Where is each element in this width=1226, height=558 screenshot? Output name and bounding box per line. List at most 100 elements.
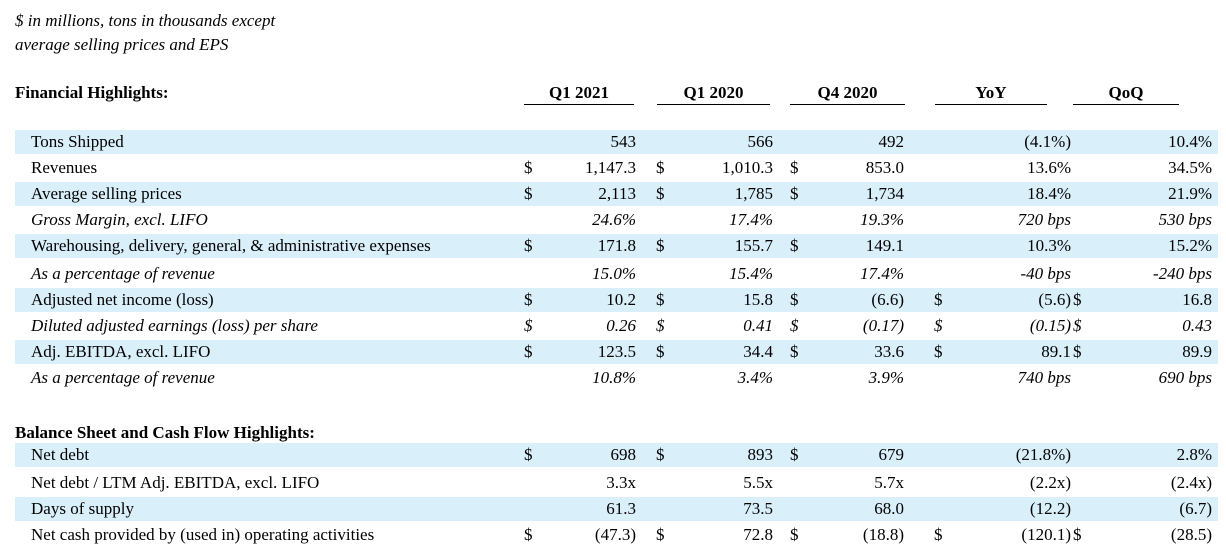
currency-symbol-yoy: $: [934, 342, 943, 361]
value-qoq: (2.4x): [1170, 473, 1212, 492]
units-note-line1: $ in millions, tons in thousands except: [15, 11, 276, 30]
row-label: Net debt: [31, 445, 90, 464]
currency-symbol-qoq: $: [1073, 316, 1082, 335]
row-label: Adj. EBITDA, excl. LIFO: [31, 342, 211, 361]
currency-symbol-q4-2020: $: [790, 445, 799, 464]
value-q1-2020: 1,010.3: [722, 158, 773, 177]
value-q1-2020: 73.5: [743, 499, 773, 518]
row-label: Net cash provided by (used in) operating…: [31, 525, 375, 544]
currency-symbol-q1-2021: $: [524, 184, 533, 203]
currency-symbol-q1-2020: $: [656, 184, 665, 203]
value-yoy: 18.4%: [1027, 184, 1071, 203]
value-q4-2020: 17.4%: [860, 264, 904, 283]
row-label: Warehousing, delivery, general, & admini…: [31, 236, 431, 255]
value-q1-2020: 15.8: [743, 290, 773, 309]
value-yoy: (2.2x): [1029, 473, 1071, 492]
table-row: Warehousing, delivery, general, & admini…: [15, 234, 1218, 258]
col-header-yoy: YoY: [935, 83, 1047, 105]
value-q4-2020: 149.1: [865, 236, 904, 255]
value-qoq: 16.8: [1182, 290, 1212, 309]
col-header-qoq: QoQ: [1073, 83, 1179, 105]
currency-symbol-q1-2021: $: [524, 290, 533, 309]
value-q1-2021: (47.3): [594, 525, 636, 544]
value-yoy: -40 bps: [1020, 264, 1071, 283]
value-yoy: (0.15): [1029, 316, 1071, 335]
value-yoy: 10.3%: [1027, 236, 1071, 255]
value-q1-2021: 3.3x: [606, 473, 636, 492]
value-q4-2020: (6.6): [871, 290, 904, 309]
value-q4-2020: (0.17): [862, 316, 904, 335]
value-qoq: 21.9%: [1168, 184, 1212, 203]
currency-symbol-q4-2020: $: [790, 184, 799, 203]
value-q1-2020: 155.7: [734, 236, 773, 255]
value-yoy: (120.1): [1021, 525, 1071, 544]
value-q4-2020: (18.8): [862, 525, 904, 544]
currency-symbol-q1-2021: $: [524, 316, 533, 335]
value-qoq: 15.2%: [1168, 236, 1212, 255]
table-row: Average selling prices $2,113 $1,785 $1,734…: [15, 182, 1218, 206]
table-row: As a percentage of revenue 15.0% 15.4% 17.4…: [15, 262, 1218, 286]
value-q1-2021: 24.6%: [592, 210, 636, 229]
value-q1-2021: 123.5: [597, 342, 636, 361]
table-row: Revenues $1,147.3 $1,010.3 $853.0 13.6% 34.5%: [15, 156, 1218, 180]
table-row: Adj. EBITDA, excl. LIFO $123.5 $34.4 $33.6 $…: [15, 340, 1218, 364]
value-q1-2021: 15.0%: [592, 264, 636, 283]
row-label: Days of supply: [31, 499, 134, 518]
value-yoy: 89.1: [1041, 342, 1071, 361]
value-q1-2021: 698: [610, 445, 637, 464]
value-yoy: 13.6%: [1027, 158, 1071, 177]
currency-symbol-q1-2021: $: [524, 236, 533, 255]
table-row: As a percentage of revenue 10.8% 3.4% 3.9% 7…: [15, 366, 1218, 390]
currency-symbol-q1-2020: $: [656, 445, 665, 464]
currency-symbol-q1-2020: $: [656, 342, 665, 361]
currency-symbol-q1-2020: $: [656, 290, 665, 309]
value-q4-2020: 492: [878, 132, 905, 151]
value-qoq: 0.43: [1182, 316, 1212, 335]
value-q4-2020: 33.6: [874, 342, 904, 361]
value-q4-2020: 5.7x: [874, 473, 904, 492]
currency-symbol-q4-2020: $: [790, 158, 799, 177]
value-yoy: 740 bps: [1017, 368, 1071, 387]
currency-symbol-q1-2020: $: [656, 236, 665, 255]
value-q1-2020: 3.4%: [737, 368, 773, 387]
value-q1-2021: 10.2: [606, 290, 636, 309]
value-qoq: 89.9: [1182, 342, 1212, 361]
currency-symbol-qoq: $: [1073, 342, 1082, 361]
value-q4-2020: 679: [878, 445, 905, 464]
value-q1-2020: 0.41: [743, 316, 773, 335]
currency-symbol-q1-2020: $: [656, 525, 665, 544]
col-header-q1-2021: Q1 2021: [524, 83, 634, 105]
table-row: Adjusted net income (loss) $10.2 $15.8 $ (6.…: [15, 288, 1218, 312]
value-yoy: 720 bps: [1017, 210, 1071, 229]
row-label: Tons Shipped: [31, 132, 124, 151]
value-q1-2020: 15.4%: [729, 264, 773, 283]
value-q1-2021: 171.8: [597, 236, 636, 255]
financial-highlights-title: Financial Highlights:: [15, 83, 169, 102]
value-q1-2021: 0.26: [606, 316, 636, 335]
currency-symbol-q1-2021: $: [524, 158, 533, 177]
table-row: Days of supply 61.3 73.5 68.0 (12.2) (6.7): [15, 497, 1218, 521]
value-q1-2020: 34.4: [743, 342, 773, 361]
row-label: Average selling prices: [31, 184, 182, 203]
value-yoy: (12.2): [1029, 499, 1071, 518]
currency-symbol-q4-2020: $: [790, 316, 799, 335]
value-q1-2020: 5.5x: [743, 473, 773, 492]
value-qoq: 2.8%: [1176, 445, 1212, 464]
value-q4-2020: 853.0: [865, 158, 904, 177]
value-q4-2020: 68.0: [874, 499, 904, 518]
value-q1-2021: 61.3: [606, 499, 636, 518]
table-row: Gross Margin, excl. LIFO 24.6% 17.4% 19.3% 7…: [15, 208, 1218, 232]
currency-symbol-yoy: $: [934, 290, 943, 309]
table-row: Net cash provided by (used in) operating…: [15, 523, 1218, 547]
currency-symbol-qoq: $: [1073, 525, 1082, 544]
table-row: Net debt $698 $893 $679 (21.8%) 2.8%: [15, 443, 1218, 467]
units-note-line2: average selling prices and EPS: [15, 35, 229, 54]
value-q4-2020: 1,734: [865, 184, 904, 203]
currency-symbol-qoq: $: [1073, 290, 1082, 309]
value-yoy: (5.6): [1038, 290, 1071, 309]
currency-symbol-q1-2020: $: [656, 158, 665, 177]
value-q1-2020: 566: [747, 132, 774, 151]
row-label: Net debt / LTM Adj. EBITDA, excl. LIFO: [31, 473, 320, 492]
row-label: As a percentage of revenue: [31, 368, 215, 387]
col-header-q1-2020: Q1 2020: [657, 83, 770, 105]
